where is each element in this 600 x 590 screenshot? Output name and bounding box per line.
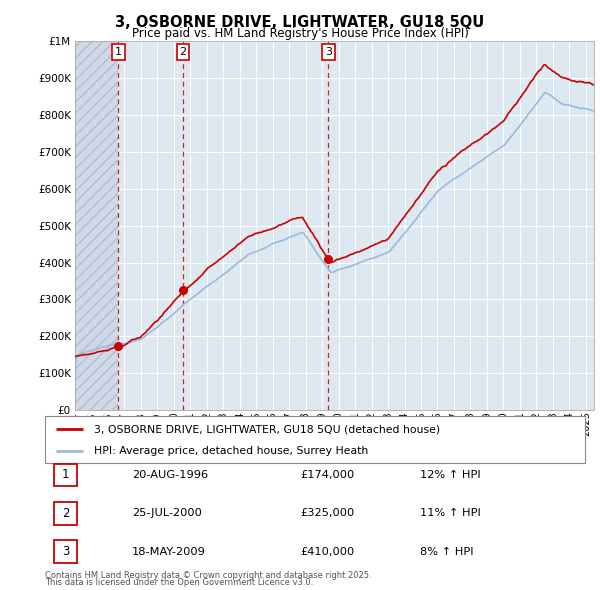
Text: 20-AUG-1996: 20-AUG-1996 [132,470,208,480]
Text: 12% ↑ HPI: 12% ↑ HPI [420,470,481,480]
Text: 1: 1 [115,47,122,57]
Text: This data is licensed under the Open Government Licence v3.0.: This data is licensed under the Open Gov… [45,578,313,588]
Text: 3, OSBORNE DRIVE, LIGHTWATER, GU18 5QU (detached house): 3, OSBORNE DRIVE, LIGHTWATER, GU18 5QU (… [94,424,440,434]
Text: £410,000: £410,000 [300,547,354,556]
Text: 2: 2 [62,507,69,520]
Text: 11% ↑ HPI: 11% ↑ HPI [420,509,481,518]
Text: 1: 1 [62,468,69,481]
Text: 3, OSBORNE DRIVE, LIGHTWATER, GU18 5QU: 3, OSBORNE DRIVE, LIGHTWATER, GU18 5QU [115,15,485,30]
Text: 3: 3 [325,47,332,57]
Text: 3: 3 [62,545,69,558]
Text: 18-MAY-2009: 18-MAY-2009 [132,547,206,556]
Text: £174,000: £174,000 [300,470,354,480]
Text: Price paid vs. HM Land Registry's House Price Index (HPI): Price paid vs. HM Land Registry's House … [131,27,469,40]
Bar [75,41,118,410]
Text: Contains HM Land Registry data © Crown copyright and database right 2025.: Contains HM Land Registry data © Crown c… [45,571,371,580]
Text: 2: 2 [179,47,187,57]
Text: HPI: Average price, detached house, Surrey Heath: HPI: Average price, detached house, Surr… [94,447,368,456]
Text: 25-JUL-2000: 25-JUL-2000 [132,509,202,518]
Text: 8% ↑ HPI: 8% ↑ HPI [420,547,473,556]
Text: £325,000: £325,000 [300,509,354,518]
